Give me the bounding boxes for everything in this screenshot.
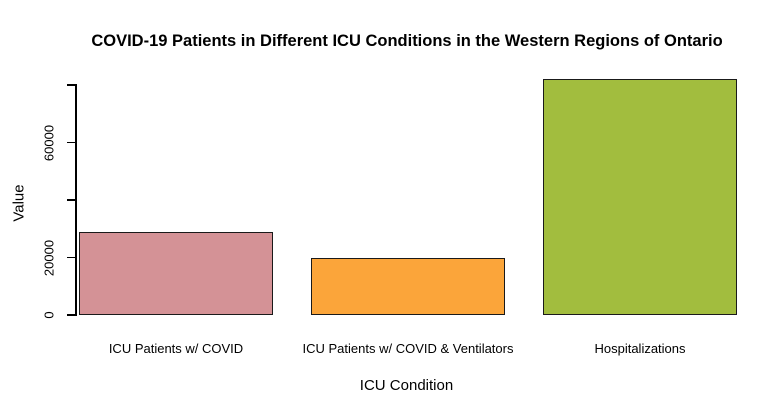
- y-tick: [66, 256, 77, 259]
- bar-1: [79, 231, 273, 315]
- x-category-label: ICU Patients w/ COVID: [108, 341, 244, 356]
- y-tick: [66, 141, 77, 144]
- x-category-label: ICU Patients w/ COVID & Ventilators: [302, 341, 514, 356]
- y-tick-label: 0: [41, 311, 57, 319]
- x-axis-label: ICU Condition: [359, 377, 454, 394]
- x-category-label: Hospitalizations: [594, 341, 686, 356]
- y-tick: [66, 199, 77, 201]
- chart-title: COVID-19 Patients in Different ICU Condi…: [91, 32, 723, 50]
- bar-2: [311, 257, 505, 315]
- bar-3: [543, 79, 737, 315]
- y-tick: [66, 84, 77, 86]
- y-tick-label: 60000: [41, 124, 57, 161]
- y-tick-label: 20000: [41, 239, 57, 276]
- y-tick: [66, 314, 77, 316]
